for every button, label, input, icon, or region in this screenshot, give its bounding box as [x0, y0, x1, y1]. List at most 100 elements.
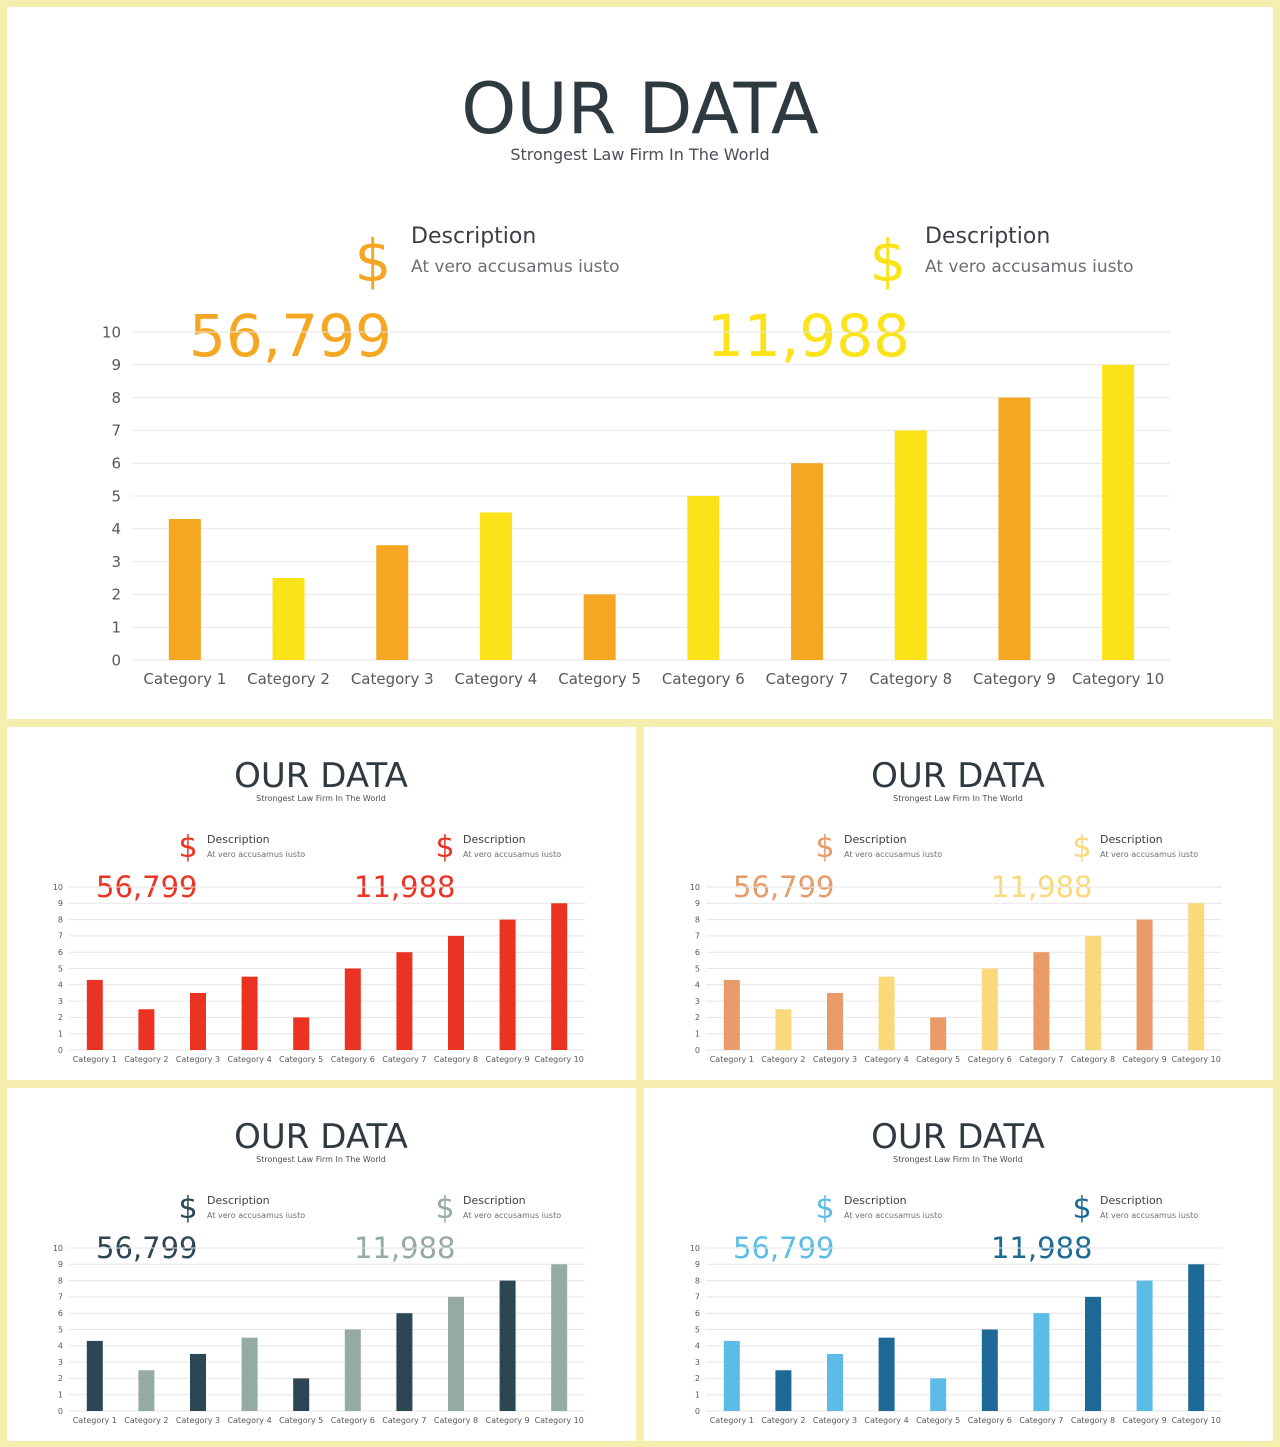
bar: [138, 1370, 155, 1411]
y-tick-label: 4: [58, 1342, 63, 1351]
bar: [344, 1329, 361, 1411]
dollar-icon: $: [435, 830, 454, 865]
x-tick-label: Category 8: [434, 1416, 478, 1425]
bar: [981, 968, 998, 1050]
y-tick-label: 6: [58, 948, 63, 957]
y-tick-label: 2: [695, 1013, 700, 1022]
y-tick-label: 7: [58, 932, 63, 941]
x-tick-label: Category 5: [279, 1055, 323, 1064]
y-tick-label: 2: [111, 586, 121, 604]
y-tick-label: 7: [58, 1293, 63, 1302]
x-tick-label: Category 1: [710, 1416, 754, 1425]
stat-2-text: At vero accusamus iusto: [925, 257, 1134, 277]
stat-1-text: At vero accusamus iusto: [844, 850, 942, 859]
stat-1-text: At vero accusamus iusto: [411, 257, 620, 277]
bar-chart: 0 1 2 3 4 5 6 7 8 9 10 Category 1 Category 2 Category…: [102, 323, 1170, 688]
x-tick-label: Category 2: [124, 1055, 168, 1064]
stat-2-heading: Description: [463, 1194, 526, 1207]
stat-2-value: 11,988: [707, 302, 910, 370]
bar-chart: 0 1 2 3 4 5 6 7 8 9 10 Category 1 Category 2 Category…: [690, 883, 1222, 1064]
x-tick-label: Category 1: [73, 1055, 117, 1064]
stat-1-text: At vero accusamus iusto: [207, 1211, 305, 1220]
slide-slate: OUR DATA Strongest Law Firm In The World…: [7, 1088, 636, 1441]
bar: [1085, 935, 1101, 1050]
x-tick-label: Category 7: [382, 1416, 426, 1425]
slide-peach-svg: OUR DATA Strongest Law Firm In The World…: [690, 756, 1222, 1064]
bar: [1136, 1280, 1153, 1411]
y-tick-label: 7: [111, 422, 121, 440]
bar: [827, 992, 843, 1050]
dollar-icon: $: [815, 1191, 834, 1226]
y-tick-label: 8: [695, 915, 700, 924]
x-tick-label: Category 3: [176, 1055, 220, 1064]
bar: [396, 1313, 413, 1411]
bar: [1085, 1296, 1101, 1411]
slide-slate-svg: OUR DATA Strongest Law Firm In The World…: [53, 1117, 585, 1425]
x-tick-label: Category 10: [1172, 1416, 1221, 1425]
slide-subtitle: Strongest Law Firm In The World: [256, 1155, 386, 1164]
y-tick-label: 0: [58, 1046, 63, 1055]
bar: [791, 463, 824, 660]
dollar-icon: $: [1072, 830, 1091, 865]
bar: [168, 518, 201, 660]
bar: [138, 1009, 155, 1050]
x-tick-label: Category 5: [916, 1416, 960, 1425]
y-tick-label: 10: [690, 1244, 700, 1253]
bar: [827, 1353, 843, 1411]
slide-title: OUR DATA: [871, 756, 1045, 796]
y-tick-label: 2: [58, 1374, 63, 1383]
x-tick-label: Category 2: [124, 1416, 168, 1425]
slide-title: OUR DATA: [234, 756, 408, 796]
y-tick-label: 3: [111, 553, 121, 571]
slide-title: OUR DATA: [461, 68, 819, 150]
y-tick-label: 1: [58, 1030, 63, 1039]
slide-blue-svg: OUR DATA Strongest Law Firm In The World…: [690, 1117, 1222, 1425]
stat-2-text: At vero accusamus iusto: [1100, 850, 1198, 859]
y-tick-label: 5: [695, 964, 700, 973]
x-tick-label: Category 1: [710, 1055, 754, 1064]
slide-red: OUR DATA Strongest Law Firm In The World…: [7, 727, 636, 1080]
stat-1-heading: Description: [411, 224, 536, 249]
x-tick-label: Category 9: [486, 1416, 530, 1425]
slide-main: OUR DATA Strongest Law Firm In The World…: [7, 7, 1273, 719]
x-tick-label: Category 7: [382, 1055, 426, 1064]
slide-peach: OUR DATA Strongest Law Firm In The World…: [644, 727, 1273, 1080]
x-tick-label: Category 4: [865, 1055, 909, 1064]
x-tick-label: Category 5: [279, 1416, 323, 1425]
y-tick-label: 4: [695, 981, 700, 990]
y-tick-label: 9: [58, 899, 63, 908]
x-tick-label: Category 8: [1071, 1055, 1115, 1064]
bar: [241, 1337, 258, 1411]
x-tick-label: Category 10: [535, 1055, 584, 1064]
bar-chart: 0 1 2 3 4 5 6 7 8 9 10 Category 1 Category 2 Category…: [690, 1244, 1222, 1425]
y-tick-label: 9: [111, 356, 121, 374]
bar: [894, 430, 927, 660]
y-tick-label: 7: [695, 932, 700, 941]
y-tick-label: 9: [695, 899, 700, 908]
x-tick-label: Category 3: [351, 670, 434, 688]
x-tick-label: Category 6: [331, 1416, 375, 1425]
bar: [293, 1017, 310, 1050]
y-tick-label: 8: [111, 389, 121, 407]
y-tick-label: 8: [58, 1276, 63, 1285]
dollar-icon: $: [870, 227, 907, 295]
x-tick-label: Category 9: [486, 1055, 530, 1064]
x-tick-label: Category 5: [916, 1055, 960, 1064]
bar: [998, 397, 1031, 660]
y-tick-label: 1: [58, 1391, 63, 1400]
y-tick-label: 0: [58, 1407, 63, 1416]
x-tick-label: Category 3: [813, 1055, 857, 1064]
y-tick-label: 8: [695, 1276, 700, 1285]
slide-red-svg: OUR DATA Strongest Law Firm In The World…: [53, 756, 585, 1064]
bar: [344, 968, 361, 1050]
y-tick-label: 10: [53, 883, 63, 892]
bar: [723, 979, 740, 1050]
bar: [479, 512, 512, 660]
y-tick-label: 1: [695, 1391, 700, 1400]
bar: [723, 1340, 740, 1411]
bar: [687, 496, 720, 660]
slide-subtitle: Strongest Law Firm In The World: [893, 1155, 1023, 1164]
bar: [981, 1329, 998, 1411]
stat-2-heading: Description: [1100, 1194, 1163, 1207]
y-tick-label: 6: [111, 454, 121, 472]
